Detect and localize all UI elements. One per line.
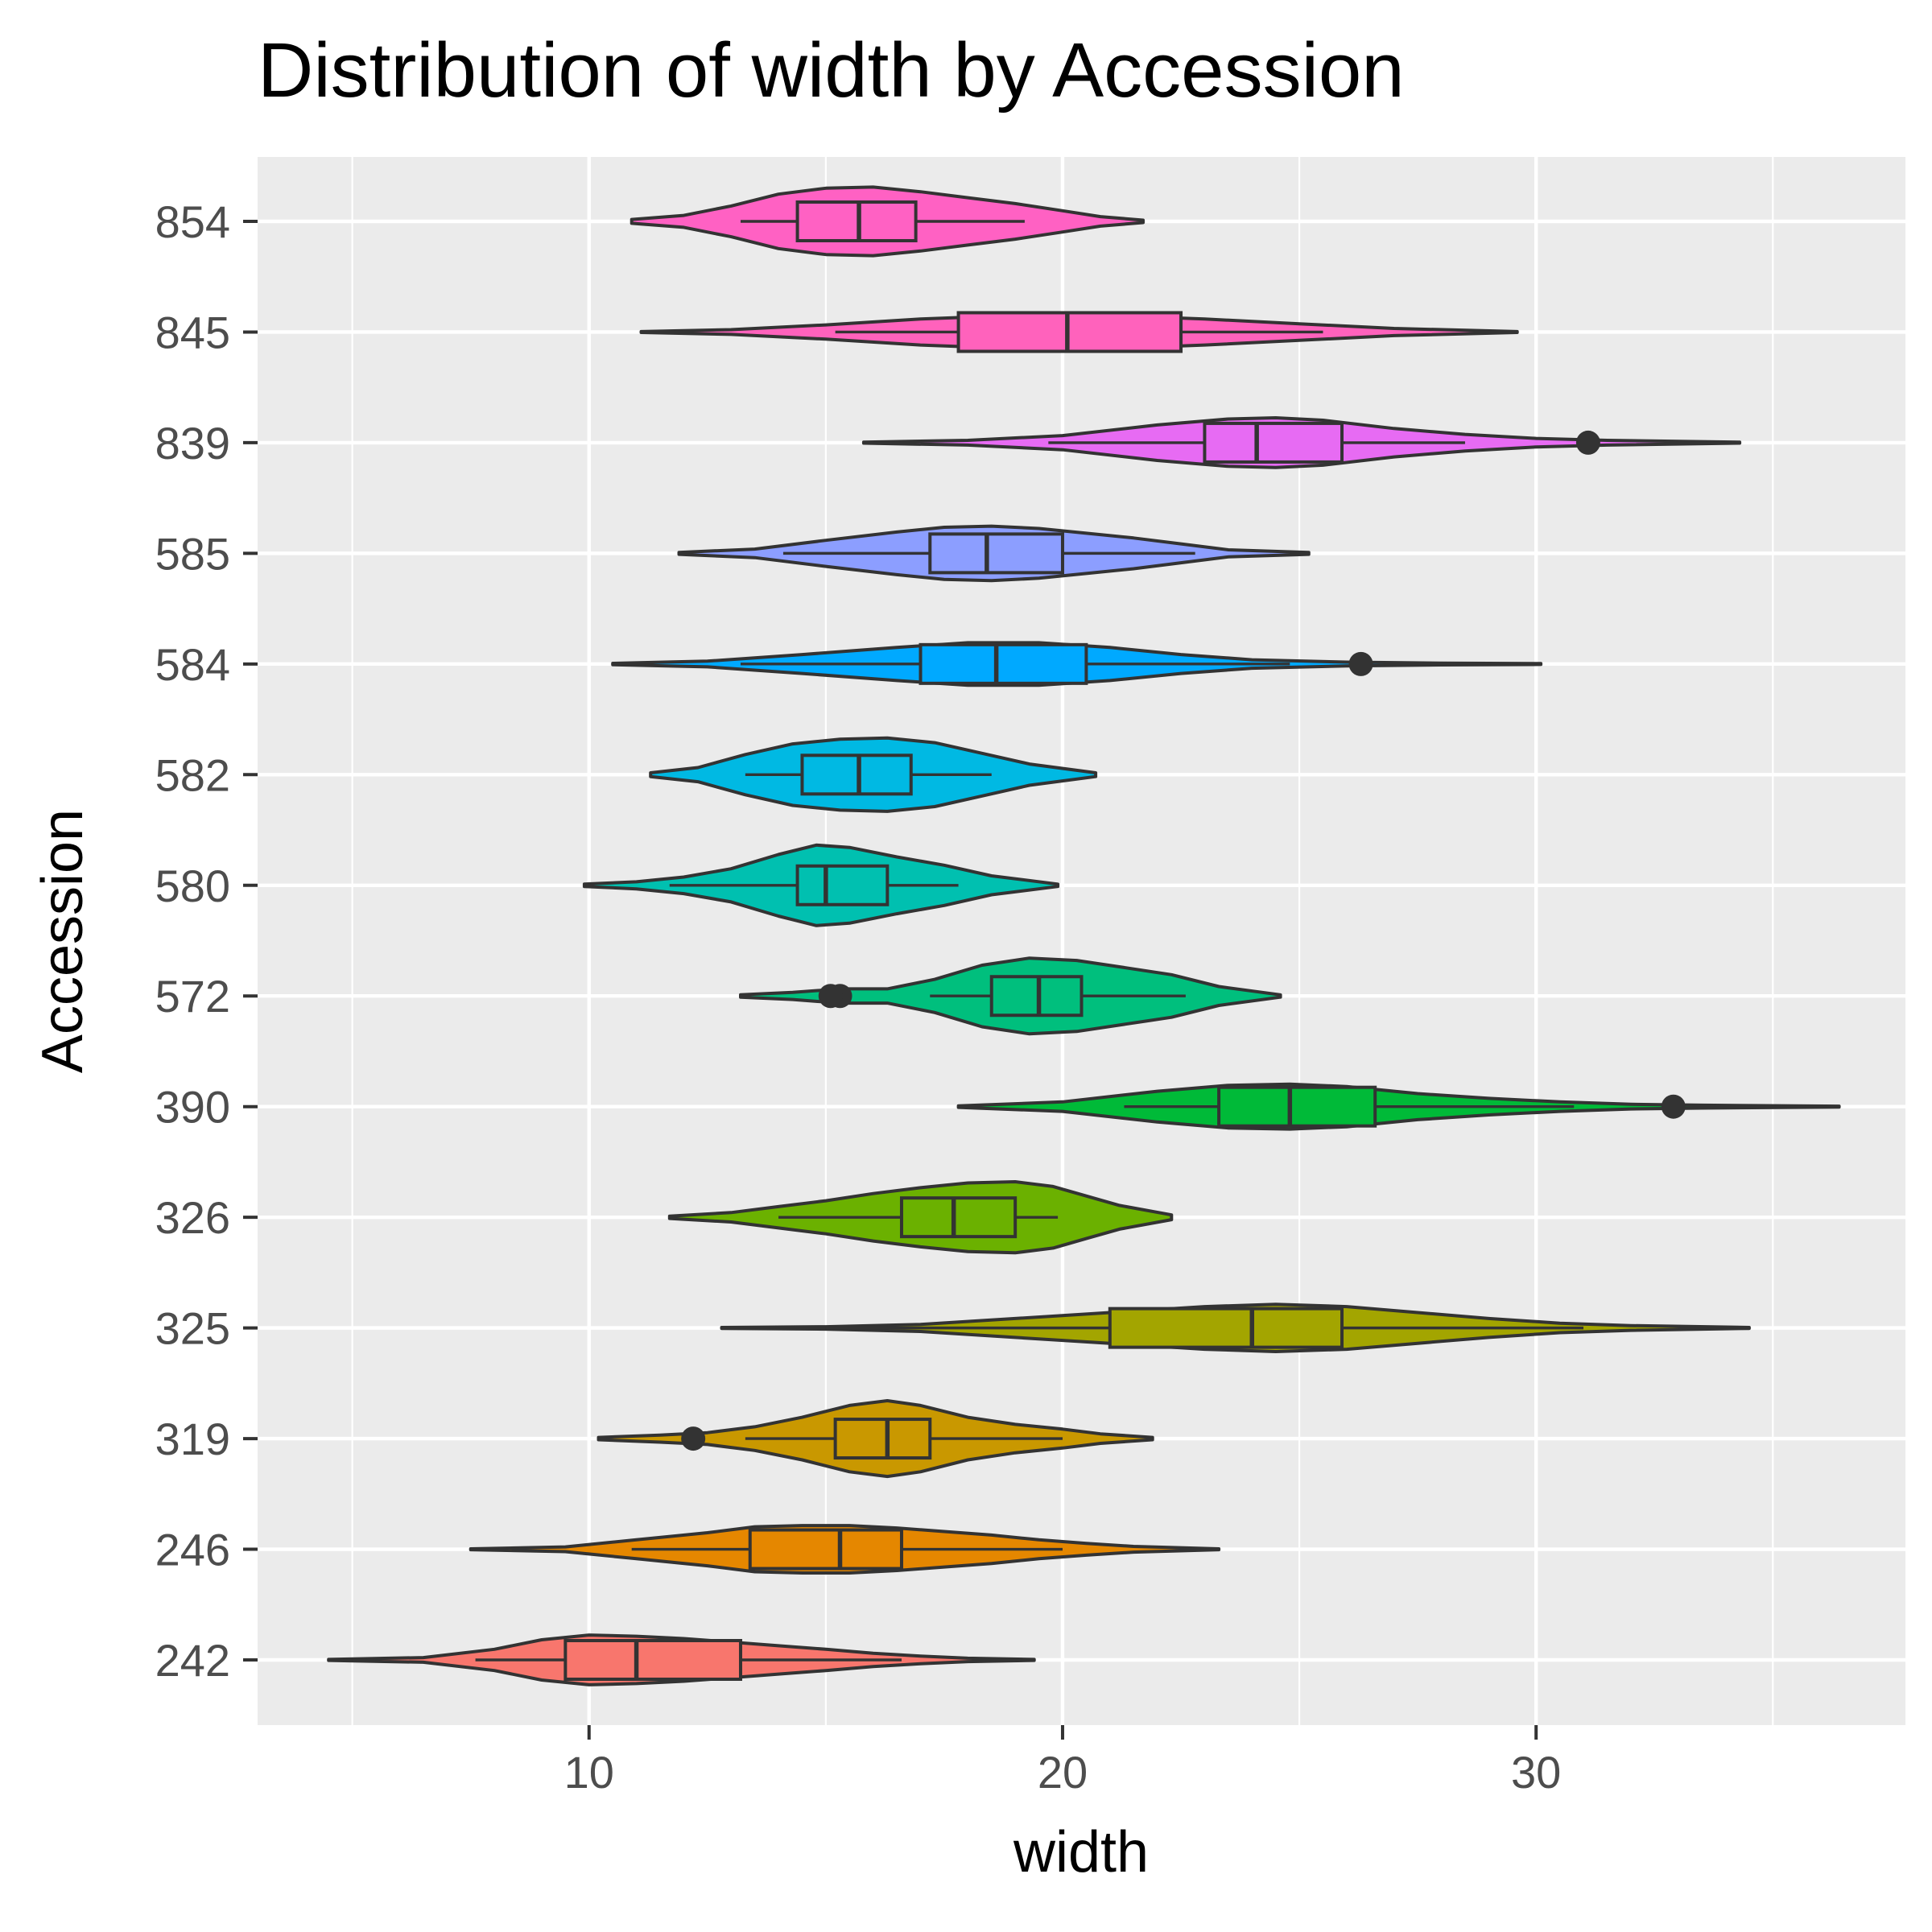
violin-326 <box>667 1180 1174 1255</box>
y-tick-label: 845 <box>155 307 230 357</box>
y-tick-label: 325 <box>155 1303 230 1354</box>
box <box>748 1528 903 1571</box>
outlier-point <box>1348 651 1373 676</box>
y-tick-label: 854 <box>155 196 230 247</box>
y-tick-label: 839 <box>155 418 230 469</box>
box <box>833 1418 932 1460</box>
chart-title: Distribution of width by Accession <box>258 27 1405 114</box>
x-tick-label: 20 <box>1038 1747 1088 1798</box>
box <box>800 753 913 796</box>
y-tick-label: 319 <box>155 1414 230 1464</box>
y-tick-label: 582 <box>155 749 230 800</box>
x-tick-label: 30 <box>1511 1747 1561 1798</box>
violin-246 <box>469 1524 1221 1575</box>
box <box>919 642 1088 685</box>
box <box>795 864 890 906</box>
y-tick-label: 390 <box>155 1082 230 1133</box>
box <box>1203 421 1344 464</box>
violin-582 <box>649 736 1098 813</box>
x-tick-label: 10 <box>564 1747 614 1798</box>
violin-584 <box>611 641 1543 687</box>
y-tick-label: 584 <box>155 639 230 690</box>
x-axis-title: width <box>1013 1820 1149 1885</box>
violin-242 <box>327 1633 1036 1686</box>
y-tick-label: 326 <box>155 1192 230 1243</box>
violin-580 <box>582 843 1060 927</box>
violin-325 <box>720 1302 1751 1353</box>
x-axis: 10 20 30 <box>564 1725 1561 1798</box>
y-axis: 242 246 319 325 326 390 572 580 582 584 585 839 845 8… <box>155 196 258 1686</box>
box <box>564 1639 742 1681</box>
y-tick-label: 580 <box>155 861 230 911</box>
y-axis-title: Accession <box>31 809 95 1073</box>
plot-panel <box>258 157 1905 1725</box>
violin-585 <box>677 524 1311 583</box>
y-tick-label: 246 <box>155 1525 230 1575</box>
outlier-point <box>681 1426 706 1451</box>
box <box>1217 1085 1377 1128</box>
violin-854 <box>630 185 1145 258</box>
box <box>956 311 1183 353</box>
box <box>1108 1307 1344 1349</box>
box <box>928 532 1064 575</box>
outlier-point <box>1661 1094 1686 1119</box>
violin-845 <box>639 311 1519 353</box>
violins <box>327 185 1841 1686</box>
box <box>989 975 1084 1018</box>
y-tick-label: 242 <box>155 1635 230 1686</box>
violin-390 <box>956 1082 1841 1131</box>
box <box>795 200 918 242</box>
y-tick-label: 572 <box>155 971 230 1022</box>
violin-839 <box>861 416 1742 469</box>
outlier-point <box>1575 430 1600 455</box>
outlier-point <box>818 984 843 1009</box>
violin-319 <box>597 1399 1154 1479</box>
y-tick-label: 585 <box>155 528 230 579</box>
violin-572 <box>739 956 1282 1036</box>
box <box>899 1196 1018 1239</box>
